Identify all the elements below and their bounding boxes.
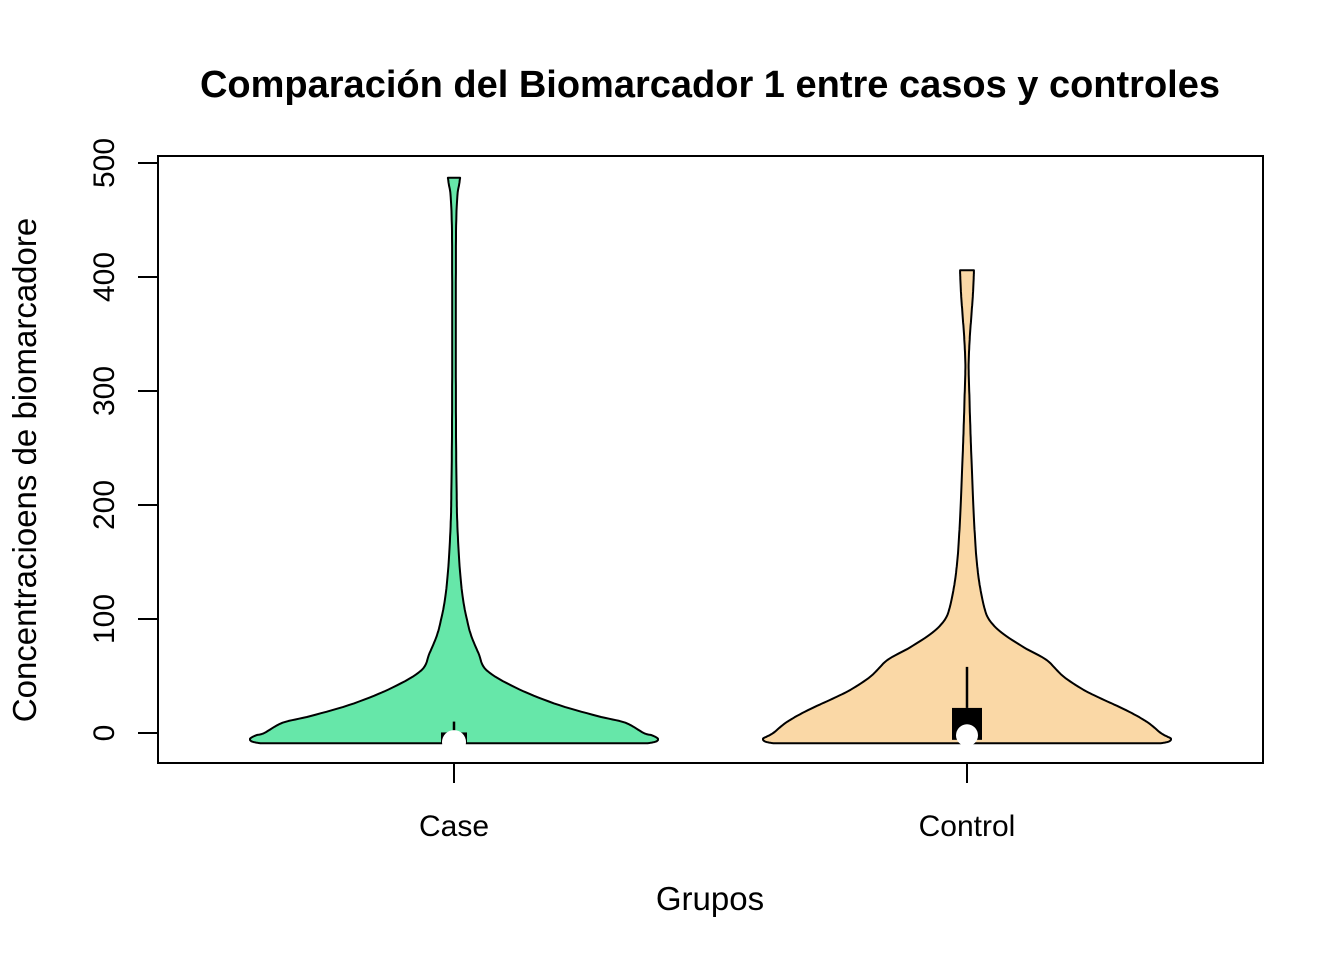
x-axis-label: Grupos	[656, 880, 764, 917]
y-tick-label: 200	[88, 480, 121, 530]
y-axis-label: Concentracioens de biomarcadore	[6, 218, 43, 722]
violin-group-case	[249, 176, 659, 755]
x-axis-ticks: Case Control	[419, 763, 1015, 843]
x-tick-label-case: Case	[419, 810, 489, 843]
y-tick-label: 500	[88, 138, 121, 188]
median-dot	[442, 730, 466, 755]
median-dot	[956, 724, 978, 747]
x-tick-label-control: Control	[919, 810, 1016, 843]
violins	[249, 176, 1172, 755]
y-tick-label: 100	[88, 594, 121, 644]
plot-frame	[157, 155, 1264, 764]
violin-shape-control	[762, 269, 1172, 745]
violin-shape-case	[249, 176, 659, 745]
y-tick-label: 0	[88, 725, 121, 742]
y-tick-label: 300	[88, 366, 121, 416]
y-axis-ticks: 0 100 200 300 400 500	[88, 138, 158, 741]
y-tick-label: 400	[88, 252, 121, 302]
chart-title: Comparación del Biomarcador 1 entre caso…	[200, 64, 1220, 106]
violin-group-control	[762, 269, 1172, 747]
